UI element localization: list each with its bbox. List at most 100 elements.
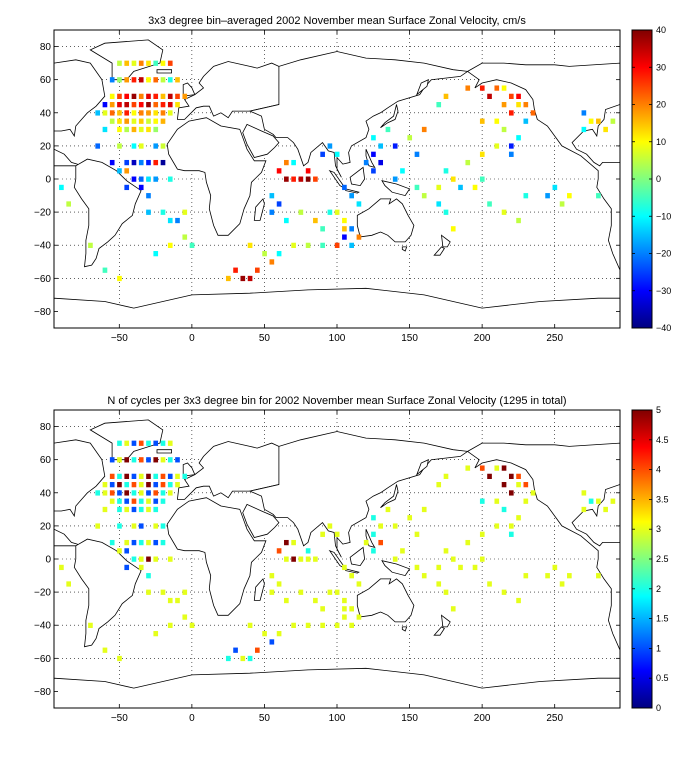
- data-cell: [479, 118, 485, 124]
- coastline: [401, 246, 408, 252]
- cycles-map-title: N of cycles per 3x3 degree bin for 2002 …: [107, 395, 566, 407]
- coastline: [156, 69, 172, 74]
- data-cell: [160, 457, 166, 463]
- data-cell: [167, 597, 173, 604]
- data-cell: [167, 490, 173, 496]
- data-cell: [153, 556, 159, 562]
- colorbar-tick-label: 20: [656, 100, 666, 110]
- data-cell: [131, 457, 137, 463]
- data-cell: [167, 102, 173, 108]
- data-cell: [138, 184, 144, 191]
- data-cell: [131, 118, 137, 124]
- coastline: [356, 578, 415, 623]
- data-cell: [109, 498, 115, 504]
- coastline: [166, 117, 267, 236]
- data-cell: [131, 539, 137, 546]
- data-cell: [421, 573, 427, 579]
- data-cell: [182, 614, 188, 620]
- velocity-map-title: 3x3 degree bin–averaged 2002 November me…: [148, 15, 526, 27]
- data-cell: [508, 523, 514, 529]
- data-cell: [109, 473, 115, 480]
- data-cell: [153, 457, 159, 463]
- data-cell: [349, 573, 354, 579]
- data-cell: [487, 201, 492, 207]
- y-tick-label: 0: [45, 175, 51, 186]
- data-cell: [131, 102, 137, 108]
- data-cell: [124, 498, 130, 504]
- colorbar-tick-label: 0.5: [656, 673, 669, 683]
- coastline: [242, 123, 280, 158]
- data-cell: [131, 473, 137, 480]
- data-cell: [501, 209, 507, 215]
- data-cell: [146, 482, 151, 488]
- data-cell: [160, 60, 166, 66]
- data-cell: [59, 184, 64, 191]
- data-cell: [487, 473, 492, 480]
- data-cell: [356, 201, 362, 207]
- data-cell: [146, 110, 151, 116]
- data-cell: [117, 548, 122, 554]
- data-cell: [443, 93, 449, 100]
- data-cell: [494, 143, 500, 149]
- data-cell: [175, 217, 180, 224]
- data-cell: [508, 143, 514, 149]
- velocity-map-y-ticks: −80 −60 −40 −20 0 20 40 60 80: [34, 42, 620, 318]
- coastline: [54, 528, 82, 547]
- data-cell: [109, 110, 115, 116]
- data-cell: [436, 564, 442, 571]
- data-cell: [276, 548, 282, 554]
- data-cell: [501, 482, 507, 488]
- data-cell: [124, 457, 130, 463]
- data-cell: [363, 159, 369, 166]
- cycles-map-x-ticks: −50 0 50 100 150 200 250: [111, 410, 563, 724]
- data-cell: [146, 159, 151, 166]
- data-cell: [124, 60, 130, 66]
- data-cell: [516, 135, 521, 141]
- data-cell: [530, 490, 536, 496]
- axes-border: [53, 29, 621, 329]
- data-cell: [138, 93, 144, 100]
- y-tick-label: 60: [40, 75, 52, 86]
- data-cell: [523, 498, 529, 504]
- data-cell: [516, 515, 521, 521]
- y-tick-label: −40: [34, 621, 51, 632]
- data-cell: [167, 93, 173, 100]
- data-cell: [443, 473, 449, 480]
- data-cell: [124, 506, 130, 513]
- data-cell: [117, 482, 122, 488]
- coastline: [54, 148, 82, 167]
- data-cell: [102, 482, 108, 488]
- data-cell: [472, 564, 478, 571]
- data-cell: [124, 564, 130, 571]
- data-cell: [349, 622, 354, 629]
- data-cell: [117, 77, 122, 83]
- data-cell: [313, 556, 318, 562]
- colorbar-tick-label: 0: [656, 174, 661, 184]
- data-cell: [138, 556, 144, 562]
- data-cell: [559, 581, 565, 587]
- data-cell: [545, 573, 550, 579]
- y-tick-label: −80: [34, 307, 51, 318]
- data-cell: [146, 498, 151, 504]
- data-cell: [131, 490, 137, 496]
- data-cell: [596, 573, 601, 579]
- data-cell: [371, 135, 376, 141]
- data-cell: [494, 85, 500, 91]
- data-cell: [117, 473, 122, 480]
- data-cell: [247, 275, 253, 282]
- data-cell: [501, 506, 507, 513]
- coastline: [89, 39, 164, 81]
- colorbar-tick-label: −20: [656, 249, 671, 259]
- data-cell: [167, 217, 173, 224]
- x-tick-label: 0: [189, 713, 195, 724]
- data-cell: [320, 151, 325, 157]
- data-cell: [465, 159, 471, 166]
- data-cell: [109, 482, 115, 488]
- data-cell: [392, 176, 398, 182]
- data-cell: [450, 606, 456, 612]
- data-cell: [117, 440, 122, 446]
- data-cell: [131, 110, 137, 116]
- data-cell: [516, 597, 521, 604]
- data-cell: [305, 556, 311, 562]
- data-cell: [175, 102, 180, 108]
